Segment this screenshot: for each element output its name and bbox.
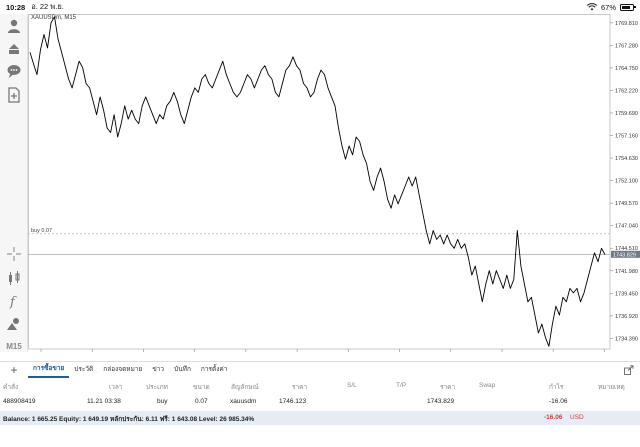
y-tick-label: 1759.690 (615, 111, 638, 117)
account-icon[interactable] (4, 16, 24, 36)
order-volume: 0.07 (195, 398, 208, 405)
y-tick-label: 1752.100 (615, 179, 638, 185)
battery-percent: 67% (600, 2, 616, 12)
price-series-line (29, 16, 606, 347)
y-tick-label: 1736.920 (615, 314, 638, 320)
price-chart[interactable]: 1769.810 1767.280 1764.750 1762.220 1759.690… (28, 14, 640, 352)
col-symbol: สัญลักษณ์ (231, 384, 259, 391)
y-tick-label: 1739.450 (615, 291, 638, 297)
profit-currency: USD (570, 414, 584, 421)
trade-table: คำสั่ง เวลา ประเภท ขนาด สัญลักษณ์ ราคา S… (0, 378, 640, 410)
tab-mailbox[interactable]: กล่องจดหมาย (103, 365, 143, 373)
status-date: อ. 22 พ.ย. (31, 2, 64, 11)
total-profit: -16.06 (544, 414, 563, 421)
col-ticket: คำสั่ง (3, 384, 19, 391)
plot-frame (28, 14, 611, 350)
status-time: 10:28 (6, 2, 26, 12)
current-price-label: 1743.829 (613, 252, 636, 258)
col-comment: หมายเหตุ (598, 384, 625, 391)
order-time: 11.21 03:38 (87, 398, 121, 405)
balance-summary: Balance: 1 665.25 Equity: 1 649.19 หลักป… (3, 416, 255, 423)
chart-symbol-label: XAUUSDm, M15 (31, 15, 77, 21)
add-order-button[interactable]: + (10, 362, 18, 377)
col-profit: กำไร (549, 384, 564, 391)
y-tick-label: 1754.630 (615, 156, 638, 162)
trade-icon[interactable] (4, 38, 24, 58)
y-tick-label: 1764.750 (615, 66, 638, 72)
table-header: คำสั่ง เวลา ประเภท ขนาด สัญลักษณ์ ราคา S… (0, 378, 640, 394)
left-toolbar: f M15 (0, 14, 28, 352)
tab-trade[interactable]: การซื้อขาย (28, 362, 70, 378)
col-sl: S/L (347, 382, 357, 389)
order-ticket: 488908419 (3, 398, 36, 405)
col-open-price: ราคา (292, 384, 308, 391)
order-open-price: 1746.123 (279, 398, 307, 405)
col-time: เวลา (109, 384, 123, 391)
col-type: ประเภท (146, 384, 168, 391)
table-row[interactable]: 488908419 11.21 03:38 buy 0.07 xauusdm 1… (0, 394, 640, 410)
indicators-icon[interactable] (4, 268, 24, 288)
order-profit: -16.06 (549, 398, 568, 405)
y-tick-label: 1734.390 (615, 336, 638, 342)
col-volume: ขนาด (193, 384, 210, 391)
y-tick-label: 1767.280 (615, 43, 638, 49)
order-line-label: buy 0.07 (31, 228, 52, 234)
chart-canvas[interactable]: 1769.810 1767.280 1764.750 1762.220 1759.690… (28, 14, 640, 352)
y-tick-label: 1741.980 (615, 269, 638, 275)
tab-settings[interactable]: การตั้งค่า (200, 365, 228, 373)
current-price-tag (611, 250, 640, 258)
y-tick-label: 1757.160 (615, 134, 638, 140)
y-tick-label: 1762.220 (615, 88, 638, 94)
add-chart-icon[interactable] (4, 85, 24, 105)
y-tick-label: 1747.040 (615, 224, 638, 230)
col-current-price: ราคา (440, 384, 456, 391)
status-bar: 10:28 อ. 22 พ.ย. 67% (0, 0, 640, 14)
timeframe-label[interactable]: M15 (6, 341, 22, 351)
order-type: buy (157, 398, 168, 405)
tab-news[interactable]: ข่าว (152, 365, 165, 373)
function-icon[interactable]: f (4, 291, 24, 311)
y-tick-label: 1749.570 (615, 201, 638, 207)
crosshair-icon[interactable] (4, 244, 24, 264)
chat-icon[interactable] (4, 61, 24, 81)
y-tick-label: 1744.510 (615, 246, 638, 252)
objects-icon[interactable] (4, 314, 24, 334)
balance-bar: Balance: 1 665.25 Equity: 1 649.19 หลักป… (0, 411, 640, 425)
terminal-tabs: + การซื้อขาย ประวัติ กล่องจดหมาย ข่าว บั… (0, 361, 640, 378)
y-tick-label: 1769.810 (615, 21, 638, 27)
tab-history[interactable]: ประวัติ (74, 365, 94, 373)
col-swap: Swap (479, 382, 496, 389)
svg-text:f: f (9, 295, 17, 309)
tab-journal[interactable]: บันทึก (174, 365, 191, 373)
battery-icon (620, 3, 636, 11)
wifi-icon (586, 3, 597, 11)
order-symbol: xauusdm (230, 398, 257, 405)
col-tp: T/P (396, 382, 407, 389)
order-current-price: 1743.829 (427, 398, 455, 405)
export-icon[interactable] (624, 365, 634, 375)
